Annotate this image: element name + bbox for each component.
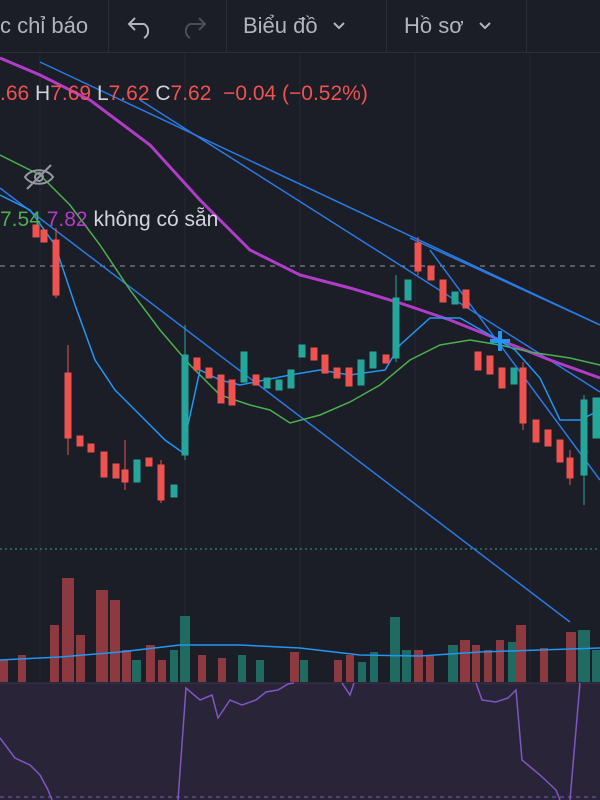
eye-off-icon	[23, 164, 55, 190]
redo-button[interactable]	[178, 0, 208, 52]
top-toolbar: c chỉ báo Biểu đồ Hồ sơ	[0, 0, 600, 53]
chart-type-label: Biểu đồ	[243, 13, 318, 38]
ma-mid-line	[0, 154, 600, 424]
toolbar-divider	[226, 0, 227, 52]
ma-slow-value: 7.82	[46, 208, 88, 231]
chevron-down-icon	[478, 22, 491, 30]
not-available-text: không có sẵn	[93, 208, 219, 231]
chart-type-button[interactable]: Biểu đồ	[243, 0, 346, 52]
close-label: C	[155, 82, 171, 105]
profile-button[interactable]: Hồ sơ	[404, 0, 492, 52]
ohlc-legend: .66 H7.69 L7.62 C7.62 −0.04 (−0.52%)	[0, 82, 368, 106]
change-value: −0.04 (−0.52%)	[223, 82, 368, 105]
chevron-down-icon	[332, 22, 345, 30]
undo-icon	[127, 17, 150, 39]
ma-mid-value: 7.54	[0, 208, 41, 231]
crosshair-cursor-icon	[490, 331, 510, 351]
trend-lines[interactable]	[0, 61, 600, 623]
undo-button[interactable]	[126, 0, 156, 52]
price-chart[interactable]	[0, 53, 600, 800]
ma-fast-line	[0, 194, 600, 454]
low-value: 7.62	[108, 82, 150, 105]
rsi-pane[interactable]	[0, 682, 600, 800]
open-value: .66	[0, 82, 30, 105]
volume-bars	[0, 578, 600, 682]
toolbar-divider	[108, 0, 109, 52]
visibility-toggle[interactable]	[22, 163, 56, 196]
candles[interactable]	[32, 224, 600, 505]
close-value: 7.62	[170, 82, 212, 105]
high-value: 7.69	[50, 82, 92, 105]
redo-icon	[184, 17, 207, 39]
indicators-label: c chỉ báo	[0, 13, 89, 38]
rsi-line	[0, 682, 581, 800]
high-label: H	[35, 82, 51, 105]
toolbar-divider	[386, 0, 387, 52]
toolbar-divider	[526, 0, 527, 52]
indicators-button[interactable]: c chỉ báo	[0, 0, 88, 52]
low-label: L	[96, 82, 109, 105]
profile-label: Hồ sơ	[404, 13, 464, 38]
indicator-legend: 7.54 7.82 không có sẵn	[0, 208, 218, 232]
